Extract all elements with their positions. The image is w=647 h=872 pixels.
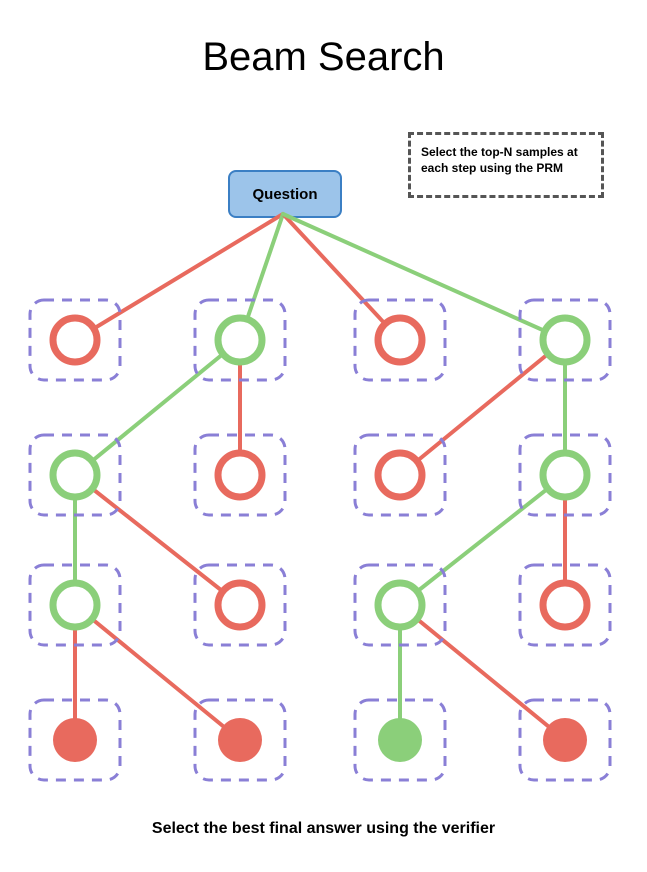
tree-node bbox=[378, 718, 422, 762]
edge bbox=[283, 214, 565, 340]
tree-node bbox=[378, 583, 422, 627]
tree-node bbox=[543, 318, 587, 362]
tree-node bbox=[378, 318, 422, 362]
edge bbox=[75, 475, 240, 605]
edge bbox=[400, 475, 565, 605]
tree-node bbox=[543, 718, 587, 762]
tree-svg bbox=[0, 0, 647, 872]
tree-node bbox=[53, 583, 97, 627]
page: Beam Search Question Select the top-N sa… bbox=[0, 0, 647, 872]
edge bbox=[283, 214, 400, 340]
tree-node bbox=[543, 453, 587, 497]
tree-node bbox=[218, 583, 262, 627]
tree-node bbox=[53, 453, 97, 497]
tree-node bbox=[378, 453, 422, 497]
edge bbox=[400, 605, 565, 740]
tree-node bbox=[543, 583, 587, 627]
tree-node bbox=[218, 318, 262, 362]
edge bbox=[400, 340, 565, 475]
tree-node bbox=[53, 718, 97, 762]
edge bbox=[75, 605, 240, 740]
bottom-caption: Select the best final answer using the v… bbox=[0, 820, 647, 838]
tree-node bbox=[53, 318, 97, 362]
tree-node bbox=[218, 718, 262, 762]
edge bbox=[75, 340, 240, 475]
tree-node bbox=[218, 453, 262, 497]
